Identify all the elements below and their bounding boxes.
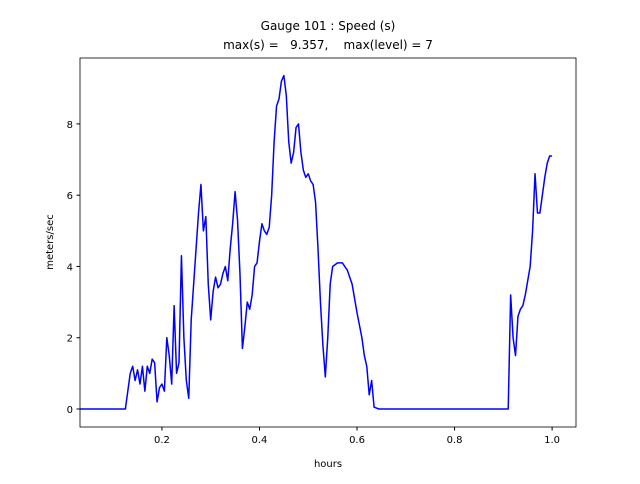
x-tick-label: 1.0 bbox=[544, 435, 560, 446]
chart-title: Gauge 101 : Speed (s) bbox=[261, 19, 396, 33]
chart-subtitle: max(s) = 9.357, max(level) = 7 bbox=[223, 38, 433, 52]
y-axis-label: meters/sec bbox=[45, 214, 56, 270]
y-tick-label: 4 bbox=[67, 262, 73, 273]
x-axis-label: hours bbox=[314, 459, 342, 470]
x-tick-label: 0.2 bbox=[154, 435, 170, 446]
data-line bbox=[80, 74, 553, 410]
x-tick-label: 0.6 bbox=[349, 435, 365, 446]
y-tick-label: 0 bbox=[67, 405, 73, 416]
x-tick-label: 0.4 bbox=[252, 435, 268, 446]
y-tick-label: 2 bbox=[67, 334, 73, 345]
x-tick-label: 0.8 bbox=[447, 435, 463, 446]
y-tick-label: 8 bbox=[67, 120, 73, 131]
plot-frame bbox=[79, 57, 577, 428]
y-tick-label: 6 bbox=[67, 191, 73, 202]
